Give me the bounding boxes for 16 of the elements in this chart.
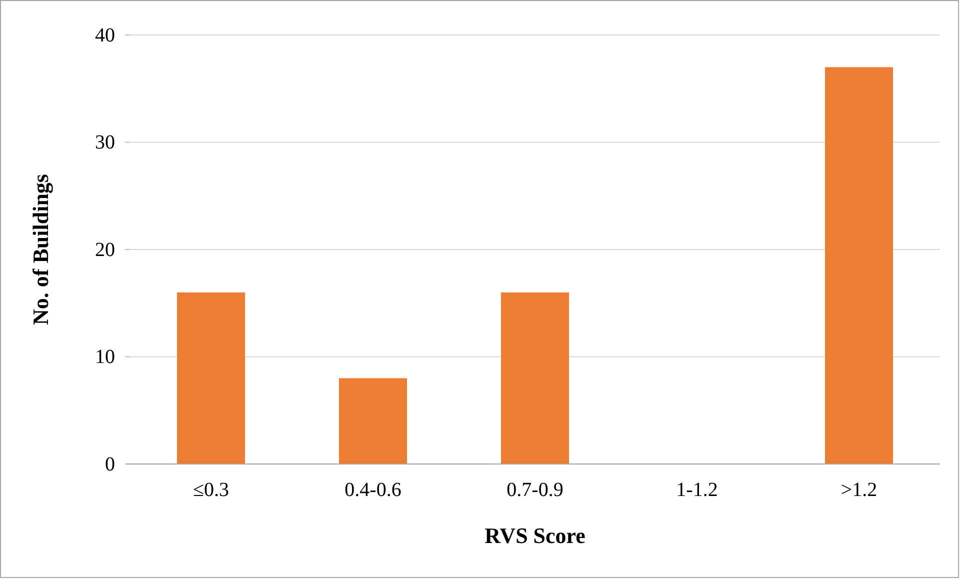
y-tick-label: 40 xyxy=(95,24,115,46)
x-axis-title: RVS Score xyxy=(484,523,586,548)
bar xyxy=(500,292,570,464)
x-tick-label: 0.7-0.9 xyxy=(506,479,564,502)
x-tick-label: 0.4-0.6 xyxy=(344,479,402,502)
y-tick-label: 30 xyxy=(95,132,115,154)
x-tick-label: 1-1.2 xyxy=(676,479,718,502)
y-axis-title: No. of Buildings xyxy=(28,174,53,325)
bar xyxy=(824,67,894,464)
x-tick-label: >1.2 xyxy=(840,479,878,502)
y-tick-label: 20 xyxy=(95,238,115,261)
y-tick-label: 10 xyxy=(95,346,115,368)
y-tick-label: 0 xyxy=(105,453,115,476)
x-tick-label: ≤0.3 xyxy=(193,479,229,502)
bar xyxy=(338,378,408,464)
bar xyxy=(176,292,246,464)
